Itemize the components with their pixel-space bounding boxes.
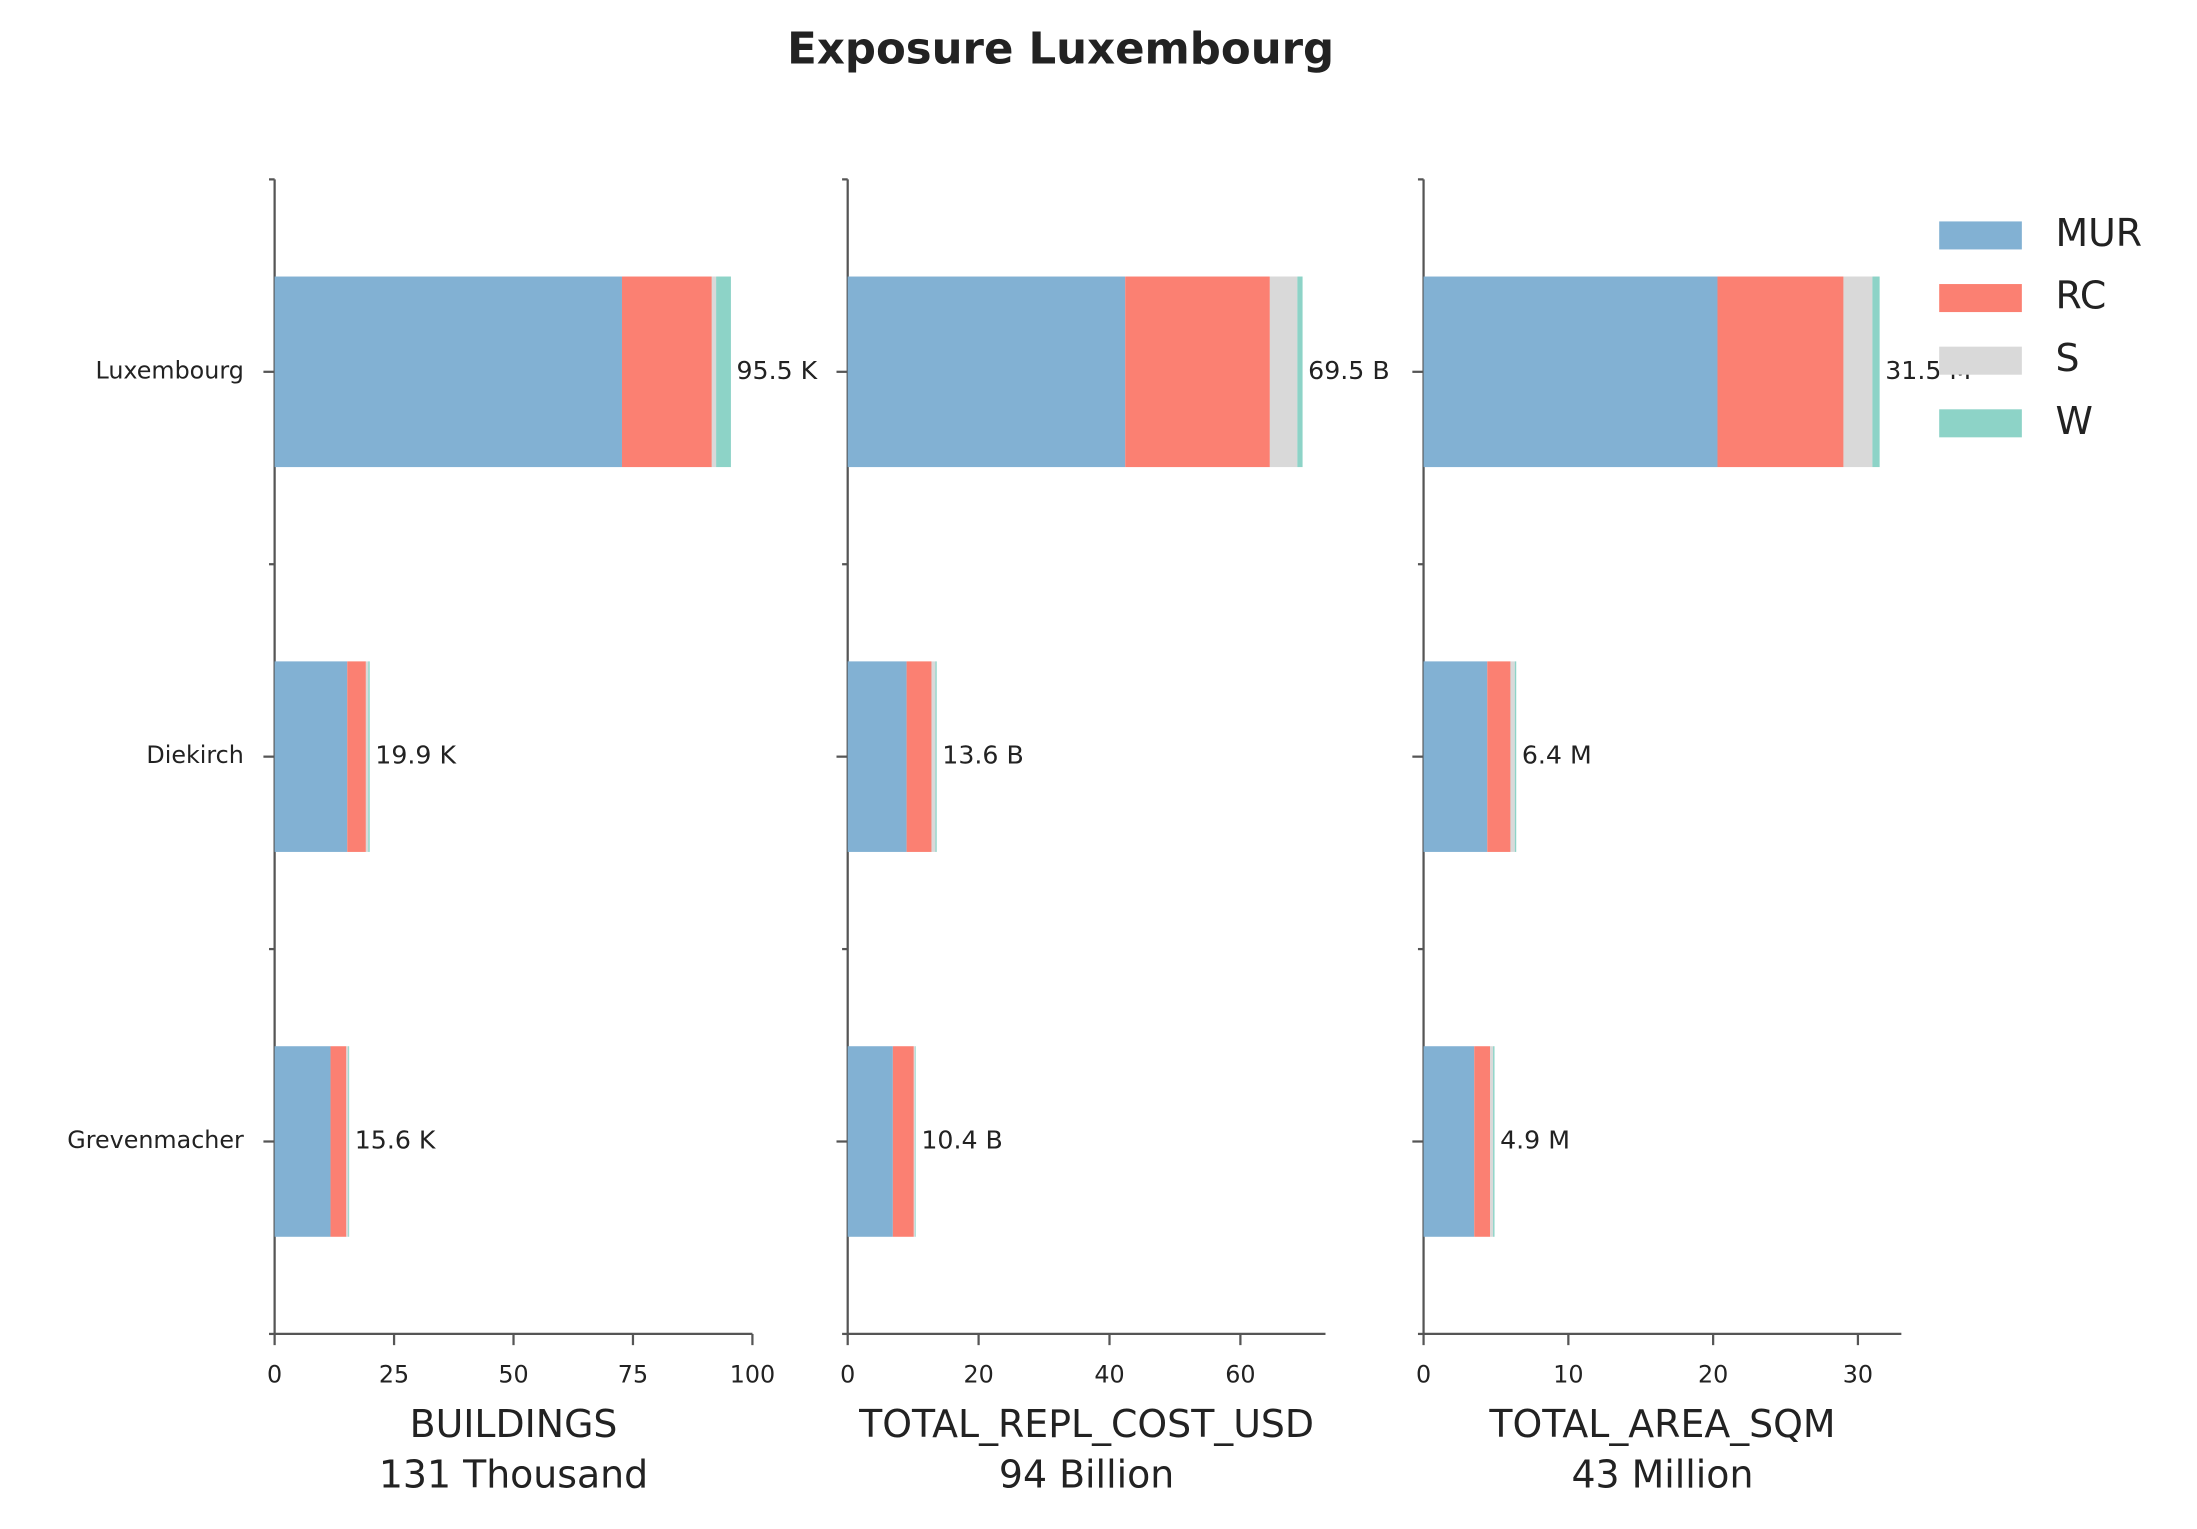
x-tick-label: 0: [1416, 1360, 1431, 1388]
legend-label: MUR: [2055, 211, 2142, 255]
legend-swatch: [1939, 346, 2022, 375]
x-tick-label: 60: [1225, 1360, 1255, 1388]
bar-segment: [906, 661, 932, 852]
x-tick-label: 30: [1843, 1360, 1873, 1388]
x-axis-label: BUILDINGS: [410, 1402, 618, 1446]
x-axis-label: TOTAL_REPL_COST_USD: [858, 1402, 1314, 1446]
bar-segment: [847, 1046, 893, 1237]
bar-segment: [1510, 661, 1515, 852]
x-axis-note: 94 Billion: [999, 1452, 1174, 1496]
legend-swatch: [1939, 221, 2022, 250]
bar-segment: [346, 1046, 349, 1237]
bar-segment: [274, 661, 348, 852]
x-tick-label: 20: [1698, 1360, 1728, 1388]
x-tick-label: 20: [963, 1360, 993, 1388]
bar-segment: [931, 661, 936, 852]
total-label: 4.9 M: [1500, 1126, 1570, 1155]
total-label: 95.5 K: [737, 356, 819, 385]
bar-segment: [1514, 661, 1517, 852]
total-label: 13.6 B: [942, 741, 1023, 770]
x-tick-label: 50: [498, 1360, 528, 1388]
bar-segment: [1297, 276, 1303, 468]
bar-segment: [847, 276, 1126, 468]
legend-label: S: [2055, 336, 2079, 380]
bar-segment: [1125, 276, 1270, 468]
bar-segment: [935, 661, 937, 852]
chart-title: Exposure Luxembourg: [787, 24, 1334, 74]
bar-segment: [1423, 276, 1718, 468]
bar-segment: [1490, 1046, 1494, 1237]
bar-segment: [1474, 1046, 1491, 1237]
bar-segment: [274, 1046, 331, 1237]
x-tick-label: 10: [1553, 1360, 1583, 1388]
y-tick-label: Diekirch: [146, 741, 243, 769]
total-label: 10.4 B: [921, 1126, 1002, 1155]
y-tick-label: Grevenmacher: [67, 1126, 244, 1154]
legend-swatch: [1939, 284, 2022, 313]
x-axis-note: 131 Thousand: [379, 1452, 648, 1496]
bar-segment: [1717, 276, 1844, 468]
bar-segment: [347, 661, 366, 852]
total-label: 69.5 B: [1308, 356, 1389, 385]
bar-segment: [621, 276, 712, 468]
y-tick-label: Luxembourg: [95, 356, 243, 384]
legend-label: W: [2055, 399, 2092, 443]
x-tick-label: 40: [1094, 1360, 1124, 1388]
bar-segment: [348, 1046, 350, 1237]
x-tick-label: 0: [840, 1360, 855, 1388]
bar-segment: [711, 276, 717, 468]
bar-segment: [1269, 276, 1298, 468]
x-axis-note: 43 Million: [1571, 1452, 1753, 1496]
bar-segment: [1872, 276, 1880, 468]
bar-segment: [1487, 661, 1511, 852]
bar-segment: [892, 1046, 914, 1237]
x-tick-label: 75: [618, 1360, 648, 1388]
bar-segment: [716, 276, 731, 468]
legend-swatch: [1939, 409, 2022, 438]
bar-segment: [330, 1046, 347, 1237]
x-tick-label: 100: [730, 1360, 775, 1388]
total-label: 19.9 K: [375, 741, 457, 770]
bar-segment: [365, 661, 369, 852]
x-axis-label: TOTAL_AREA_SQM: [1488, 1402, 1835, 1446]
bar-segment: [847, 661, 907, 852]
legend-label: RC: [2055, 274, 2106, 318]
bar-segment: [913, 1046, 916, 1237]
bar-segment: [915, 1046, 916, 1237]
bar-segment: [1493, 1046, 1495, 1237]
bar-segment: [368, 661, 370, 852]
total-label: 6.4 M: [1522, 741, 1592, 770]
bar-segment: [274, 276, 622, 468]
bar-segment: [1423, 1046, 1475, 1237]
total-label: 15.6 K: [355, 1126, 437, 1155]
x-tick-label: 25: [379, 1360, 409, 1388]
x-tick-label: 0: [267, 1360, 282, 1388]
bar-segment: [1423, 661, 1488, 852]
bar-segment: [1843, 276, 1873, 468]
